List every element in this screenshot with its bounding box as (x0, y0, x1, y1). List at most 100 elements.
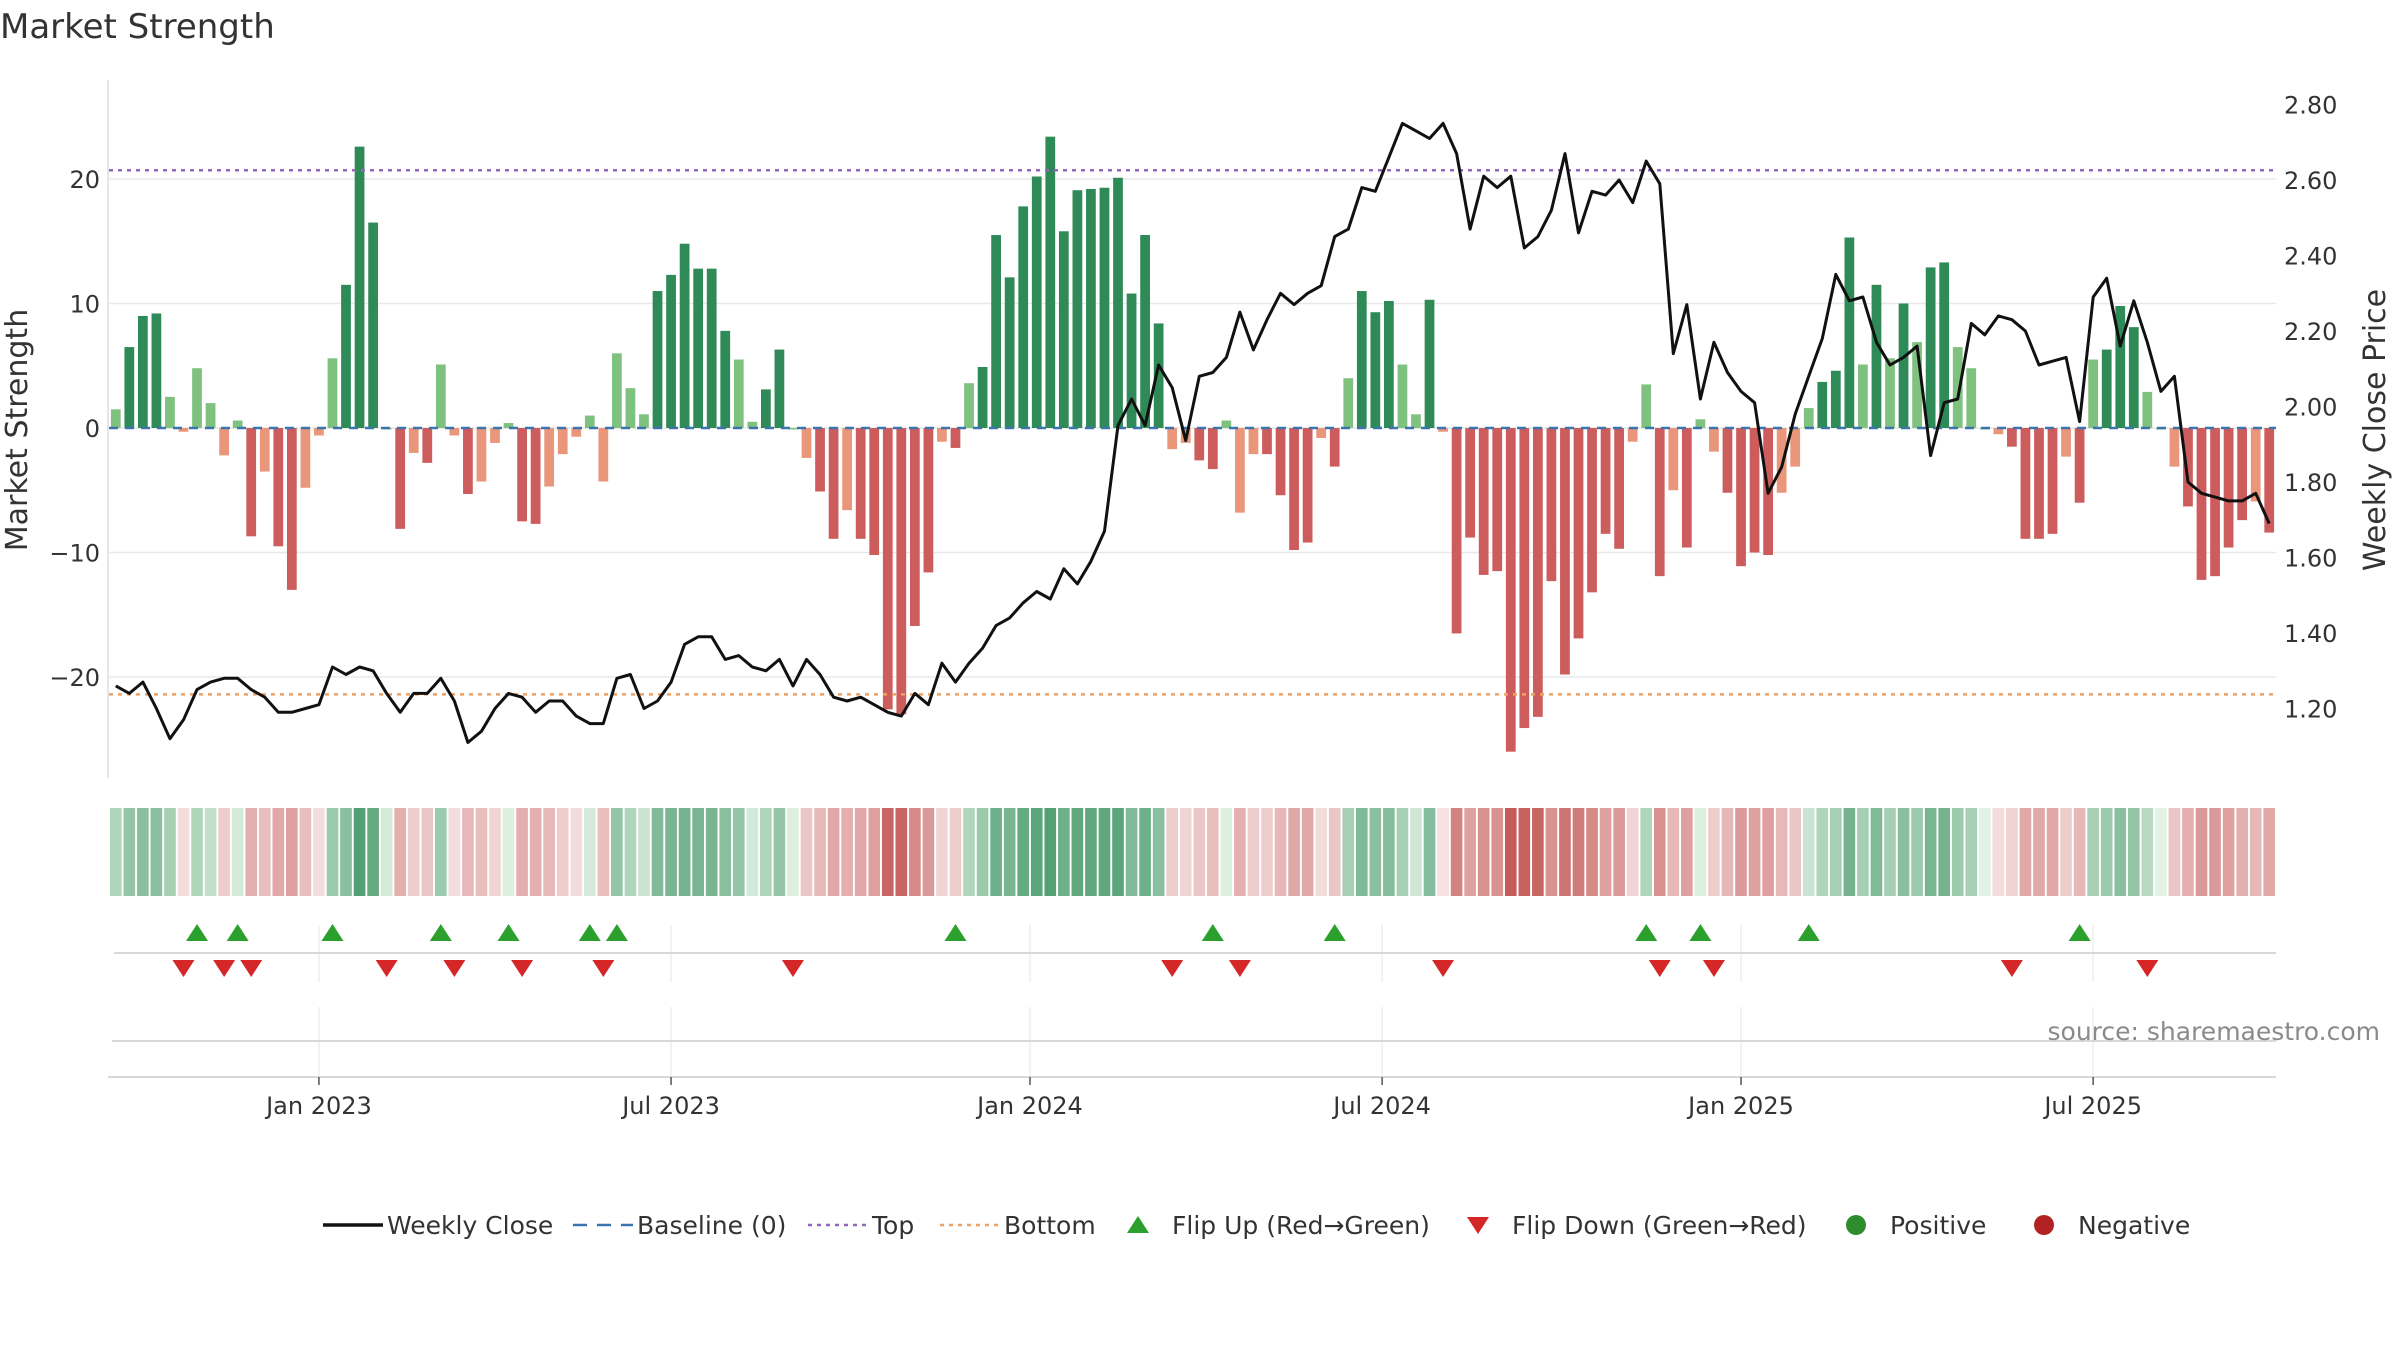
bottom-panel-grid (318, 1007, 2094, 1077)
strength-bar-61 (937, 428, 947, 442)
x-axis-ticks: Jan 2023 Jul 2023 Jan 2024 Jul 2024 Jan 2025… (264, 1077, 2142, 1120)
strength-bar-66 (1004, 277, 1015, 428)
strength-bar-153 (2183, 428, 2193, 507)
strength-bar-103 (1505, 428, 1516, 752)
heatmap-cell-108 (1572, 808, 1585, 896)
y2-tick-label-1: 1.40 (2284, 620, 2337, 648)
y2-tick-label-3: 1.80 (2284, 469, 2337, 497)
heatmap-cell-140 (2006, 808, 2018, 896)
strength-bar-0 (110, 409, 121, 428)
strength-bar-150 (2142, 391, 2153, 428)
strength-bar-10 (246, 428, 257, 537)
heatmap-cell-103 (1504, 808, 1517, 896)
legend-label-7: Negative (2078, 1211, 2190, 1240)
heatmap-cell-122 (1762, 808, 1774, 896)
strength-bar-12 (273, 428, 284, 547)
heatmap-cell-17 (340, 808, 352, 896)
flip-up-marker-10 (1635, 924, 1658, 941)
flip-up-marker-13 (2068, 924, 2091, 941)
flip-down-marker-11 (1648, 960, 1671, 977)
strength-bar-53 (828, 428, 839, 539)
heatmap-cell-70 (1058, 808, 1070, 896)
strength-bar-50 (788, 428, 798, 430)
heatmap-cell-25 (448, 808, 461, 896)
heatmap-cell-126 (1816, 808, 1829, 896)
heatmap-cell-0 (109, 808, 122, 896)
strength-bar-77 (1153, 323, 1164, 428)
flip-up-marker-9 (1323, 924, 1346, 941)
strength-bar-63 (964, 383, 974, 428)
heatmap-cell-58 (895, 808, 908, 896)
heatmap-cell-149 (2127, 808, 2140, 896)
x-tick-label-3: Jul 2024 (1331, 1092, 1431, 1120)
strength-bar-148 (2115, 305, 2126, 428)
heatmap-cell-51 (800, 808, 813, 896)
heatmap-cell-150 (2141, 808, 2154, 896)
strength-bar-47 (747, 421, 758, 428)
heatmap-cell-13 (286, 808, 298, 896)
heatmap-cell-148 (2114, 808, 2127, 896)
heatmap-cell-27 (475, 808, 488, 896)
strength-bar-146 (2088, 359, 2099, 428)
heatmap-cell-68 (1030, 808, 1043, 896)
y-tick-label-0: −20 (49, 664, 100, 692)
reference-lines (109, 169, 2276, 696)
heatmap-cell-134 (1924, 808, 1937, 896)
strength-bar-80 (1194, 428, 1205, 461)
heatmap-cell-142 (2033, 808, 2045, 896)
strength-bar-137 (1966, 368, 1977, 428)
strength-bar-73 (1099, 187, 1110, 428)
strength-bar-48 (760, 389, 771, 428)
heatmap-cell-145 (2073, 808, 2086, 896)
strength-bar-82 (1221, 420, 1232, 428)
heatmap-cell-45 (719, 808, 732, 896)
heatmap-cell-100 (1464, 808, 1476, 896)
strength-bar-65 (991, 235, 1001, 428)
heatmap-cell-12 (272, 808, 285, 896)
flip-up-marker-2 (321, 924, 344, 941)
heatmap-cell-117 (1694, 808, 1707, 896)
heatmap-cell-121 (1748, 808, 1761, 896)
strength-bar-124 (1790, 428, 1801, 467)
strength-bar-95 (1397, 364, 1408, 428)
strength-bar-100 (1465, 428, 1476, 538)
heatmap-cell-90 (1328, 808, 1341, 896)
strength-bar-83 (1235, 428, 1245, 513)
legend-label-0: Weekly Close (387, 1211, 553, 1240)
heatmap-cell-156 (2222, 808, 2235, 896)
strength-bar-130 (1871, 284, 1882, 428)
heatmap-cell-15 (313, 808, 325, 896)
heatmap-cell-76 (1139, 808, 1151, 896)
strength-bar-26 (463, 428, 473, 494)
strength-bar-46 (733, 359, 744, 428)
heatmap-cell-78 (1166, 808, 1179, 896)
heatmap-cell-37 (611, 808, 623, 896)
strength-bar-109 (1587, 428, 1597, 593)
flip-up-marker-12 (1797, 924, 1820, 941)
heatmap-cell-101 (1477, 808, 1490, 896)
heatmap-cell-92 (1355, 808, 1368, 896)
strength-bar-56 (869, 428, 880, 555)
heatmap-cell-125 (1802, 808, 1815, 896)
strength-bar-120 (1736, 428, 1746, 567)
heatmap-cell-152 (2168, 808, 2181, 896)
strength-bar-5 (178, 428, 189, 432)
heatmap-cell-94 (1383, 808, 1395, 896)
legend-swatch-7 (2034, 1215, 2054, 1235)
heatmap-cell-35 (583, 808, 596, 896)
heatmap-cell-30 (516, 808, 528, 896)
heatmap-cell-14 (299, 808, 312, 896)
x-tick-label-4: Jan 2025 (1686, 1092, 1794, 1120)
heatmap-cell-114 (1653, 808, 1666, 896)
heatmap-cell-5 (177, 808, 190, 896)
flip-up-marker-5 (578, 924, 601, 941)
strength-bar-6 (192, 368, 202, 428)
heatmap-cell-155 (2209, 808, 2221, 896)
flip-up-marker-3 (429, 924, 452, 941)
heatmap-cell-11 (258, 808, 271, 896)
strength-bar-115 (1668, 428, 1679, 491)
strength-bar-17 (341, 284, 351, 428)
strength-bar-55 (855, 428, 866, 539)
x-tick-label-5: Jul 2025 (2042, 1092, 2142, 1120)
